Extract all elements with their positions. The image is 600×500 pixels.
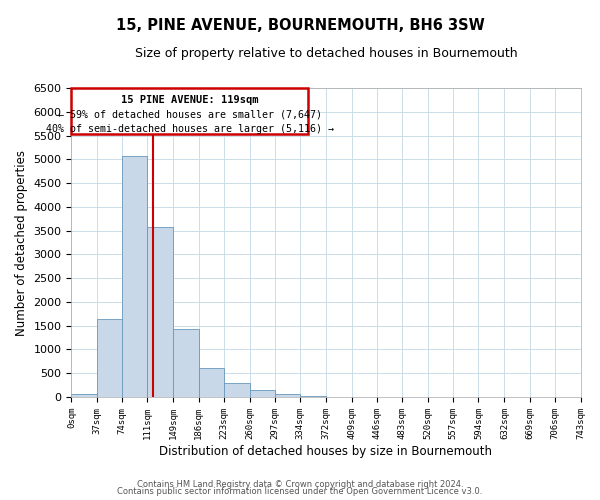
Text: 15, PINE AVENUE, BOURNEMOUTH, BH6 3SW: 15, PINE AVENUE, BOURNEMOUTH, BH6 3SW	[116, 18, 484, 32]
Bar	[250, 390, 275, 397]
Bar	[122, 156, 148, 397]
Title: Size of property relative to detached houses in Bournemouth: Size of property relative to detached ho…	[134, 48, 517, 60]
X-axis label: Distribution of detached houses by size in Bournemouth: Distribution of detached houses by size …	[160, 444, 493, 458]
Text: Contains HM Land Registry data © Crown copyright and database right 2024.: Contains HM Land Registry data © Crown c…	[137, 480, 463, 489]
Bar	[71, 88, 308, 134]
Text: 15 PINE AVENUE: 119sqm: 15 PINE AVENUE: 119sqm	[121, 94, 259, 104]
Bar	[300, 396, 326, 397]
Bar	[71, 394, 97, 397]
Bar	[173, 330, 199, 397]
Bar	[148, 227, 173, 397]
Bar	[199, 368, 224, 397]
Text: ← 59% of detached houses are smaller (7,647): ← 59% of detached houses are smaller (7,…	[58, 110, 322, 120]
Y-axis label: Number of detached properties: Number of detached properties	[15, 150, 28, 336]
Text: Contains public sector information licensed under the Open Government Licence v3: Contains public sector information licen…	[118, 488, 482, 496]
Bar	[224, 382, 250, 397]
Text: 40% of semi-detached houses are larger (5,116) →: 40% of semi-detached houses are larger (…	[46, 124, 334, 134]
Bar	[97, 318, 122, 397]
Bar	[275, 394, 300, 397]
